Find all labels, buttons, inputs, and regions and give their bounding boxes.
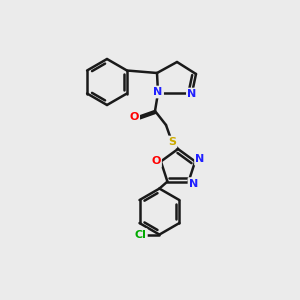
Text: N: N <box>196 154 205 164</box>
Text: N: N <box>153 87 163 97</box>
Text: Cl: Cl <box>134 230 146 240</box>
Text: N: N <box>189 178 198 189</box>
Text: O: O <box>151 156 160 167</box>
Text: S: S <box>168 137 176 147</box>
Text: N: N <box>188 89 196 99</box>
Text: O: O <box>129 112 139 122</box>
